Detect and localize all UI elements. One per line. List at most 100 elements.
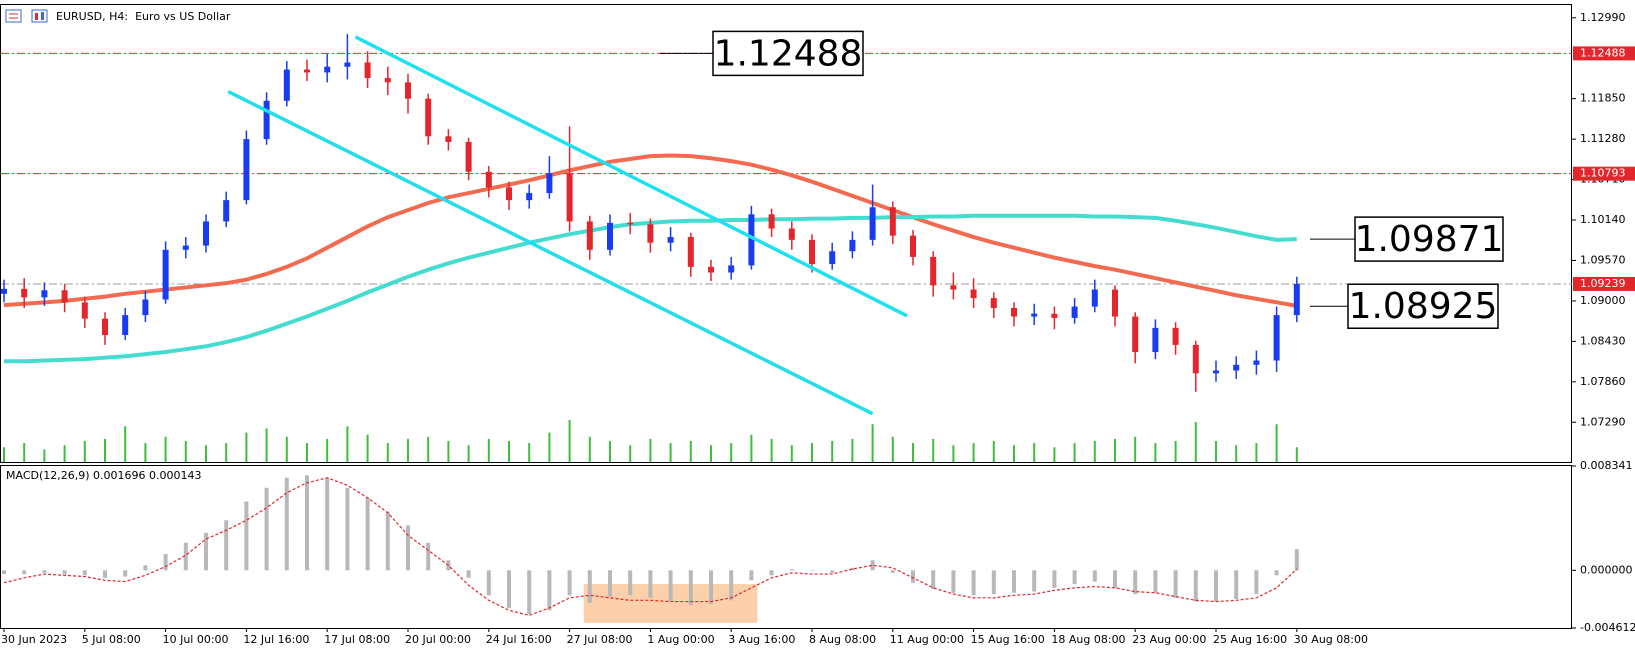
price-level-label: 1.12488 [1580,46,1626,59]
volume-bar [568,420,571,462]
macd-bar [729,570,734,601]
macd-bar [2,570,6,575]
candle-body [748,214,755,266]
volume-bar [548,432,551,462]
macd-bar [628,570,633,596]
candle-body [203,221,209,246]
macd-bar [587,570,592,603]
volume-bar [1275,424,1278,462]
candle-body [1213,370,1219,374]
volume-bar [1073,443,1076,462]
icon [35,13,38,20]
macd-bar [911,570,915,583]
x-tick-label: 8 Aug 08:00 [809,633,876,646]
macd-bar [507,570,511,608]
x-tick-label: 17 Jul 08:00 [324,633,390,646]
candle-body [586,221,593,250]
candle-body [81,302,88,319]
x-tick-label: 24 Jul 16:00 [486,633,552,646]
macd-bar [547,570,552,611]
macd-bar [810,570,814,571]
volume-bar [972,443,975,462]
macd-bar [1193,570,1198,602]
callout-box [1354,216,1504,262]
candle-body [910,235,916,257]
x-tick-label: 20 Jul 00:00 [405,633,471,646]
callout-box [712,30,864,77]
y-tick-label: 1.10140 [1580,213,1626,226]
candle-body [1192,344,1199,374]
volume-bar [508,441,510,462]
macd-bar [183,542,188,571]
macd-bar [991,570,996,595]
volume-bar [1093,441,1096,462]
volume-bar [871,424,874,462]
price-level-tag [1573,276,1635,291]
candle-body [182,245,189,250]
candle-body [1031,313,1038,317]
volume-bar [891,436,894,462]
candle-body [41,290,48,298]
macd-bar [850,567,855,571]
volume-bar [225,443,228,462]
macd-bar [608,570,612,597]
macd-bar [325,477,330,571]
macd-bar [1274,570,1279,576]
x-tick-label: 30 Jun 2023 [1,633,67,646]
volume-bar [265,428,268,462]
macd-bar [971,570,976,596]
volume-bar [588,436,591,462]
y-tick-label: 1.08430 [1580,334,1626,347]
main-panel [0,4,1572,463]
macd-bar [1153,570,1158,593]
x-tick-label: 1 Aug 00:00 [647,633,714,646]
volume-bar [245,432,248,462]
volume-bar [205,445,207,462]
volume-bar [144,443,147,462]
volume-bar [992,441,995,462]
volume-bar [104,438,106,462]
volume-bar [306,443,308,462]
candle-body [627,222,634,225]
candle-body [829,251,836,265]
x-tick-label: 3 Aug 16:00 [728,633,795,646]
macd-bar [224,520,229,571]
volume-bar [164,436,167,462]
volume-bar [23,443,26,462]
macd-bar [749,570,754,581]
macd-bar [426,542,431,571]
icon [41,12,44,20]
title-icons [5,9,48,23]
macd-bar [42,570,47,573]
candle-body [102,318,108,335]
volume-bar [912,443,914,462]
macd-bar [103,570,107,578]
y-tick-label: 1.07290 [1580,415,1626,428]
price-level-tag [1573,46,1635,61]
macd-bar [345,487,350,571]
candle-body [425,98,432,137]
macd-bar [951,570,956,593]
candle-body [506,187,512,201]
candle-body [1091,289,1098,307]
candle-body [708,266,714,273]
volume-bar [750,434,753,462]
macd-bar [264,487,269,571]
volume-bar [1013,445,1015,462]
macd-bar [527,570,532,615]
price-level-label: 1.10793 [1580,167,1626,180]
macd-bar [668,570,673,602]
volume-bar [1053,447,1056,462]
candle-body [1132,316,1139,353]
macd-bar [123,570,128,577]
macd-bar [1072,570,1077,585]
candle-body [465,141,472,172]
volume-bar [407,438,409,462]
macd-bar [22,570,27,575]
macd-bar [1092,570,1097,582]
candle-body [1152,327,1159,353]
y-tick-label: 1.12990 [1580,11,1626,24]
macd-bar [204,532,208,571]
x-tick-label: 18 Aug 08:00 [1051,633,1125,646]
volume-bar [851,438,854,462]
